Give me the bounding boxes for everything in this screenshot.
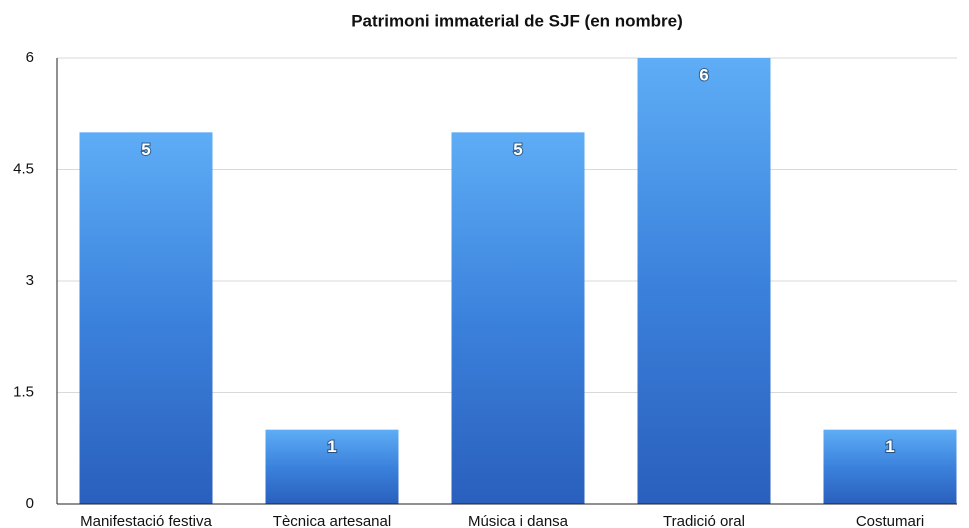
bar (823, 429, 957, 504)
data-label: 1 (327, 437, 336, 456)
y-tick-label: 6 (26, 49, 34, 66)
data-label: 5 (141, 140, 150, 159)
x-tick-label: Música i dansa (468, 513, 569, 528)
y-tick-label: 0 (26, 495, 34, 512)
bar (451, 132, 585, 505)
bar (637, 58, 771, 504)
y-tick-label: 1.5 (13, 383, 34, 400)
x-tick-label: Costumari (856, 513, 924, 528)
bar (79, 132, 213, 505)
chart-title: Patrimoni immaterial de SJF (en nombre) (351, 11, 683, 30)
data-label: 5 (513, 140, 522, 159)
y-tick-label: 3 (26, 272, 34, 289)
y-tick-label: 4.5 (13, 160, 34, 177)
x-tick-label: Manifestació festiva (80, 513, 212, 528)
data-label: 6 (699, 65, 708, 84)
x-tick-label: Tècnica artesanal (273, 513, 391, 528)
bar (265, 429, 399, 504)
data-label: 1 (885, 437, 894, 456)
x-tick-label: Tradició oral (663, 513, 745, 528)
